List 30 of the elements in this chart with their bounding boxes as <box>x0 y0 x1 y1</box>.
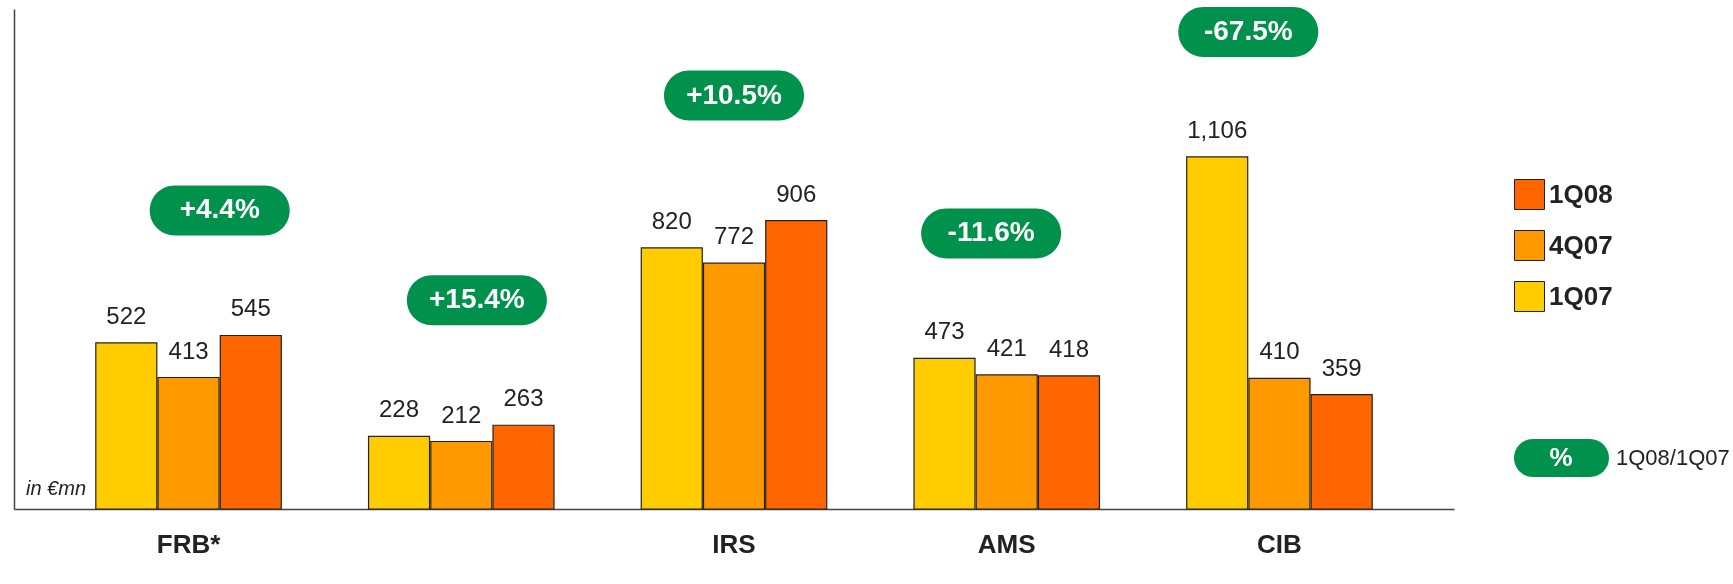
x-tick-label: IRS <box>712 528 756 559</box>
x-tick-label: CIB <box>1257 528 1302 559</box>
data-label: 820 <box>651 206 692 234</box>
data-label: 906 <box>776 179 817 207</box>
data-label: 228 <box>379 395 420 423</box>
data-label: 413 <box>168 336 209 364</box>
annotation: -11.6% <box>947 216 1035 248</box>
annotation: +15.4% <box>428 283 525 315</box>
data-label: 772 <box>713 222 755 250</box>
data-label: 545 <box>230 294 271 322</box>
text: % <box>1549 442 1573 472</box>
annotation: in €mn <box>26 477 87 499</box>
data-label: 473 <box>924 317 965 345</box>
legend-label: 1Q08 <box>1549 178 1613 209</box>
legend-label: 1Q07 <box>1549 280 1613 311</box>
data-label: 418 <box>1048 334 1089 362</box>
data-label: 359 <box>1321 353 1362 381</box>
data-label: 212 <box>441 400 482 428</box>
data-label: 410 <box>1259 337 1300 365</box>
text: +10.5% <box>686 78 782 110</box>
annotation: +4.4% <box>179 193 260 225</box>
data-label: 421 <box>986 333 1027 361</box>
data-label: 522 <box>106 301 147 329</box>
data-label: 1,106 <box>1187 115 1248 143</box>
data-label: 263 <box>503 384 544 412</box>
x-tick-label: FRB* <box>156 528 222 559</box>
x-tick-label: AMS <box>977 528 1036 559</box>
text: 1Q08/1Q07 <box>1616 445 1730 470</box>
text: -67.5% <box>1203 14 1293 46</box>
legend-label: 4Q07 <box>1549 229 1613 260</box>
